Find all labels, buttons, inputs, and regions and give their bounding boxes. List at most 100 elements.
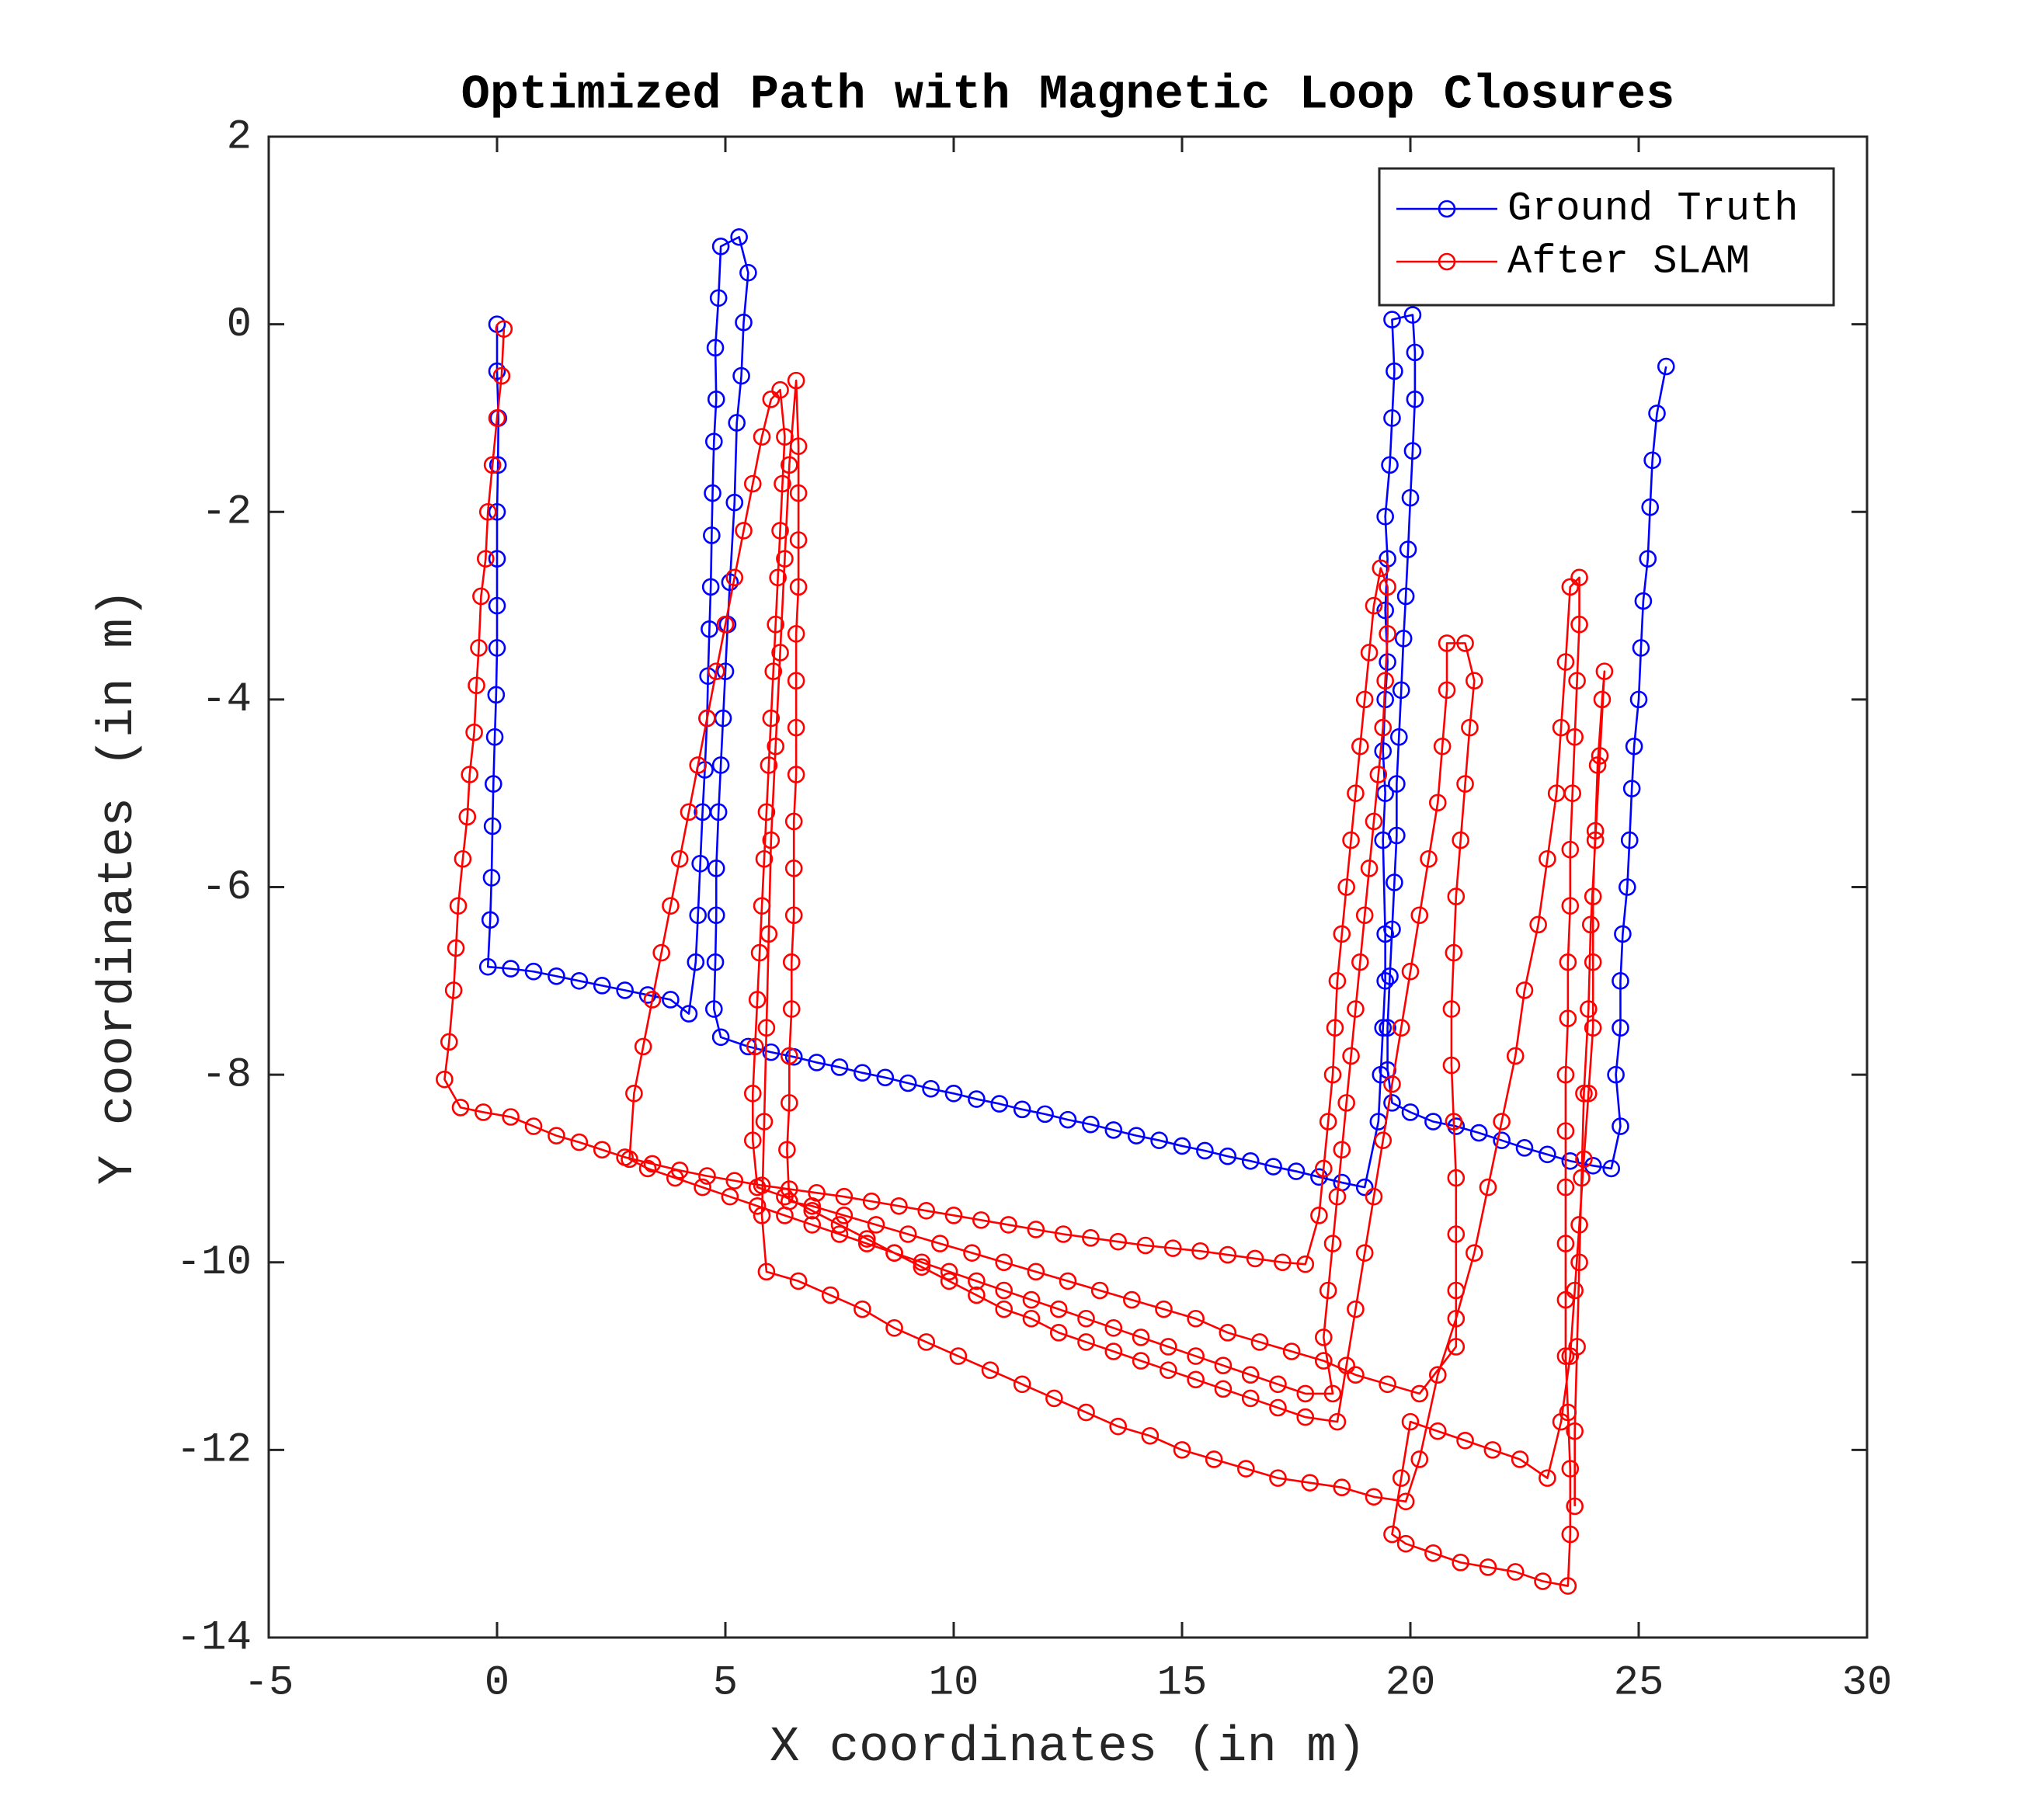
data-point (1403, 442, 1422, 460)
data-point (1059, 1110, 1077, 1129)
data-point (782, 1000, 801, 1018)
data-point (709, 289, 728, 307)
data-point (483, 817, 502, 835)
data-point (1403, 306, 1422, 324)
data-point (1104, 1342, 1123, 1360)
data-point (1466, 672, 1483, 690)
data-point (1360, 860, 1379, 877)
data-point (1570, 615, 1588, 634)
data-point (1493, 1113, 1511, 1131)
data-point (1376, 972, 1394, 990)
data-point (1127, 1127, 1146, 1144)
data-point (662, 897, 680, 915)
data-point (1469, 1124, 1488, 1142)
data-point (1173, 1137, 1191, 1155)
data-point (776, 1187, 794, 1206)
data-point (625, 1084, 643, 1103)
data-point (1620, 831, 1639, 849)
data-point (701, 578, 720, 596)
data-point (1059, 1272, 1077, 1290)
data-point (570, 972, 589, 990)
data-point (750, 943, 769, 962)
data-point (1109, 1417, 1127, 1436)
data-point (1013, 1375, 1031, 1394)
data-point (475, 1103, 492, 1121)
data-point (730, 228, 748, 246)
data-point (776, 428, 794, 446)
data-point (694, 1178, 711, 1197)
data-point (1584, 1157, 1602, 1175)
data-point (1632, 639, 1650, 657)
data-point (835, 1187, 854, 1206)
data-point (1607, 1065, 1625, 1084)
data-point (760, 925, 778, 943)
data-point (1612, 972, 1629, 990)
data-point (789, 1272, 808, 1290)
data-point (1187, 1370, 1205, 1389)
data-point (1588, 756, 1607, 774)
data-point (1314, 1352, 1333, 1370)
data-point (468, 676, 485, 695)
data-point (1584, 887, 1602, 905)
data-point (1401, 962, 1420, 981)
data-point (721, 573, 739, 592)
y-tick-label: -6 (201, 864, 252, 912)
data-point (1556, 1178, 1575, 1197)
data-point (1479, 1558, 1497, 1576)
data-point (487, 686, 506, 704)
data-point (1333, 925, 1351, 943)
data-point (735, 313, 753, 332)
data-point (781, 1094, 798, 1112)
data-point (1196, 1141, 1214, 1160)
data-point (1388, 826, 1406, 845)
data-point (762, 390, 781, 408)
data-point (922, 1079, 940, 1098)
data-point (1372, 559, 1390, 578)
data-point (944, 1084, 963, 1103)
data-point (1394, 630, 1413, 648)
data-point (680, 1005, 698, 1023)
data-point (1342, 1047, 1360, 1065)
data-point (721, 1187, 739, 1206)
data-point (787, 371, 805, 390)
data-point (1219, 1324, 1237, 1342)
data-point (1483, 1441, 1502, 1459)
data-point (495, 320, 513, 338)
data-point (774, 474, 791, 493)
data-point (643, 1155, 662, 1173)
data-point (753, 897, 771, 915)
data-point (725, 1172, 744, 1190)
data-point (1264, 1158, 1282, 1176)
data-point (1082, 1115, 1100, 1134)
data-point (488, 596, 506, 615)
data-point (776, 550, 794, 568)
data-point (931, 1235, 949, 1252)
data-point (1386, 874, 1403, 891)
data-point (1556, 1235, 1575, 1252)
data-point (1323, 1235, 1342, 1252)
data-point (1376, 672, 1394, 690)
data-point (1214, 1356, 1233, 1374)
data-point (1191, 1242, 1209, 1260)
data-point (1269, 1398, 1287, 1417)
data-point (854, 1064, 871, 1082)
data-point (1456, 775, 1474, 793)
data-point (1347, 1000, 1365, 1018)
data-point (1570, 1216, 1588, 1234)
data-point (492, 366, 511, 385)
data-point (1539, 1145, 1556, 1164)
data-point (762, 831, 781, 849)
data-point (1219, 1147, 1237, 1165)
data-point (1586, 821, 1605, 840)
x-tick-label: 5 (713, 1659, 738, 1707)
data-point (1556, 1065, 1575, 1084)
data-point (1163, 1239, 1182, 1257)
data-point (1639, 550, 1657, 568)
data-point (835, 1207, 854, 1224)
data-point (757, 803, 776, 821)
data-point (1045, 1389, 1063, 1408)
data-point (1561, 578, 1580, 596)
data-point (1556, 653, 1575, 671)
data-point (1241, 1366, 1260, 1384)
data-point (1379, 1019, 1396, 1037)
